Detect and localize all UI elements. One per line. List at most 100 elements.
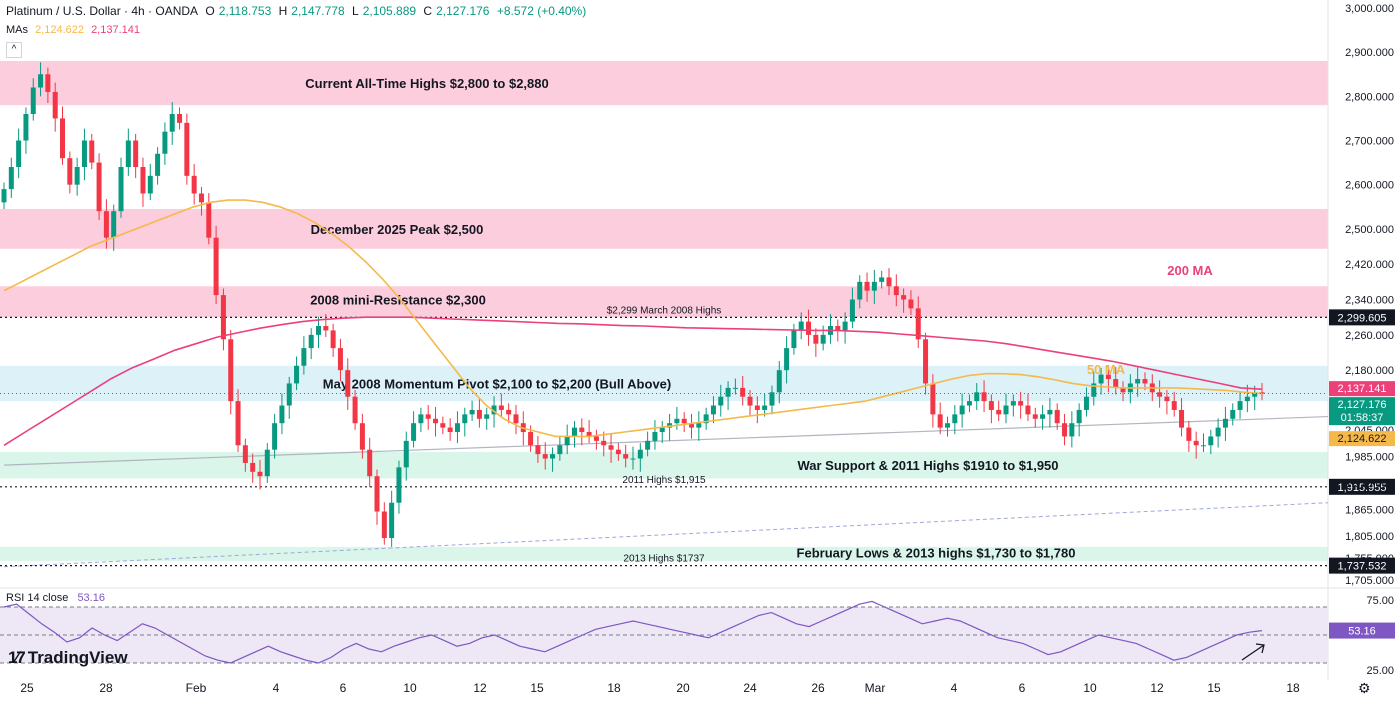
candle-body [988,401,994,410]
zone-label-2: 2008 mini-Resistance $2,300 [310,292,486,307]
price-tick: 1,865.000 [1345,504,1394,516]
time-tick: 12 [1150,681,1164,695]
candle-body [871,281,877,291]
candle-body [177,114,183,123]
candle-body [879,277,885,282]
zone-0 [0,61,1328,106]
candle-body [806,321,812,335]
level-axis-badge-0 [1329,309,1395,326]
candle-body [220,295,226,340]
candle-body [396,467,402,503]
candle-body [718,396,724,406]
price-badge-1 [1329,397,1395,426]
candle-body [264,449,270,477]
candle-body [593,436,599,441]
zone-label-0: Current All-Time Highs $2,800 to $2,880 [305,76,548,91]
price-tick: 2,420.000 [1345,259,1394,271]
price-tick: 1,755.000 [1345,553,1394,565]
open-label: O [205,4,215,18]
candle-body [813,334,819,344]
candle-body [1003,405,1009,415]
level-axis-label-2: 1,737.532 [1338,561,1387,573]
candle-body [1193,440,1199,446]
symbol-title[interactable]: Platinum / U.S. Dollar · 4h · OANDA [6,4,199,18]
candle-body [740,387,746,397]
candle-body [659,427,665,433]
rsi-header[interactable]: RSI 14 close 53.16 [6,592,105,604]
candle-body [67,158,73,185]
candle-body [579,427,585,433]
candle-body [1047,409,1053,415]
candle-body [440,423,446,428]
candle-body [1252,392,1258,397]
candle-body [1171,401,1177,410]
level-axis-badge-2 [1329,557,1395,574]
collapse-legend-button[interactable]: ^ [6,42,22,58]
candle-body [242,445,248,463]
candle-body [1230,409,1236,419]
candle-body [381,511,387,539]
time-tick: 10 [403,681,417,695]
trend-line-0 [3,415,1329,466]
candle-body [140,167,146,194]
low-label: L [352,4,359,18]
candle-body [528,432,534,446]
candle-body [30,87,36,115]
candle-body [89,140,95,163]
candle-body [674,418,680,424]
time-tick: 18 [1286,681,1300,695]
level-label-1: 2011 Highs $1,915 [622,475,706,486]
candle-body [81,140,87,168]
candle-body [535,445,541,455]
gear-icon[interactable]: ⚙ [1358,680,1371,696]
candle-body [550,454,556,459]
candle-body [689,423,695,428]
candle-body [1164,396,1170,402]
low-value: 2,105.889 [362,4,417,18]
mas-legend[interactable]: MAs 2,124.622 2,137.141 [6,24,140,36]
candle-body [23,114,29,141]
candle-body [630,458,636,460]
candle-body [169,114,175,132]
candle-body [667,423,673,428]
ma200-line [3,316,1263,446]
price-tick: 2,260.000 [1345,330,1394,342]
candle-body [849,299,855,322]
candle-body [425,414,431,419]
candle-body [367,449,373,477]
candle-body [213,237,219,296]
candle-body [1244,396,1250,402]
chart-header: Platinum / U.S. Dollar · 4h · OANDA O 2,1… [6,4,590,18]
price-badge-value-0: 2,137.141 [1338,383,1387,395]
price-badge-value-2: 2,124.622 [1338,433,1387,445]
price-tick: 2,800.000 [1345,91,1394,103]
time-tick: 18 [607,681,621,695]
candle-body [1157,392,1163,397]
candle-body [703,414,709,424]
candle-body [952,414,958,424]
candle-body [454,423,460,433]
candle-body [45,74,51,92]
candle-body [111,211,117,238]
price-tick: 1,705.000 [1345,575,1394,587]
candle-body [191,175,197,194]
zone-label-4: War Support & 2011 Highs $1910 to $1,950 [797,458,1058,473]
ma50-legend-value: 2,124.622 [35,24,84,36]
candle-body [1186,427,1192,441]
candle-body [791,330,797,349]
zone-3 [0,365,1328,402]
time-tick: 26 [811,681,825,695]
candle-body [162,131,168,154]
candle-body [1200,445,1206,447]
rsi-tick: 75.00 [1366,595,1394,607]
candle-body [16,140,22,168]
candle-body [155,153,161,176]
tradingview-logo[interactable]: 1∕7 TradingView [8,648,128,668]
rsi-line [3,600,1263,664]
level-axis-label-0: 2,299.605 [1338,312,1387,324]
price-badge-0 [1329,381,1395,397]
candle-body [491,405,497,415]
candle-body [542,454,548,459]
